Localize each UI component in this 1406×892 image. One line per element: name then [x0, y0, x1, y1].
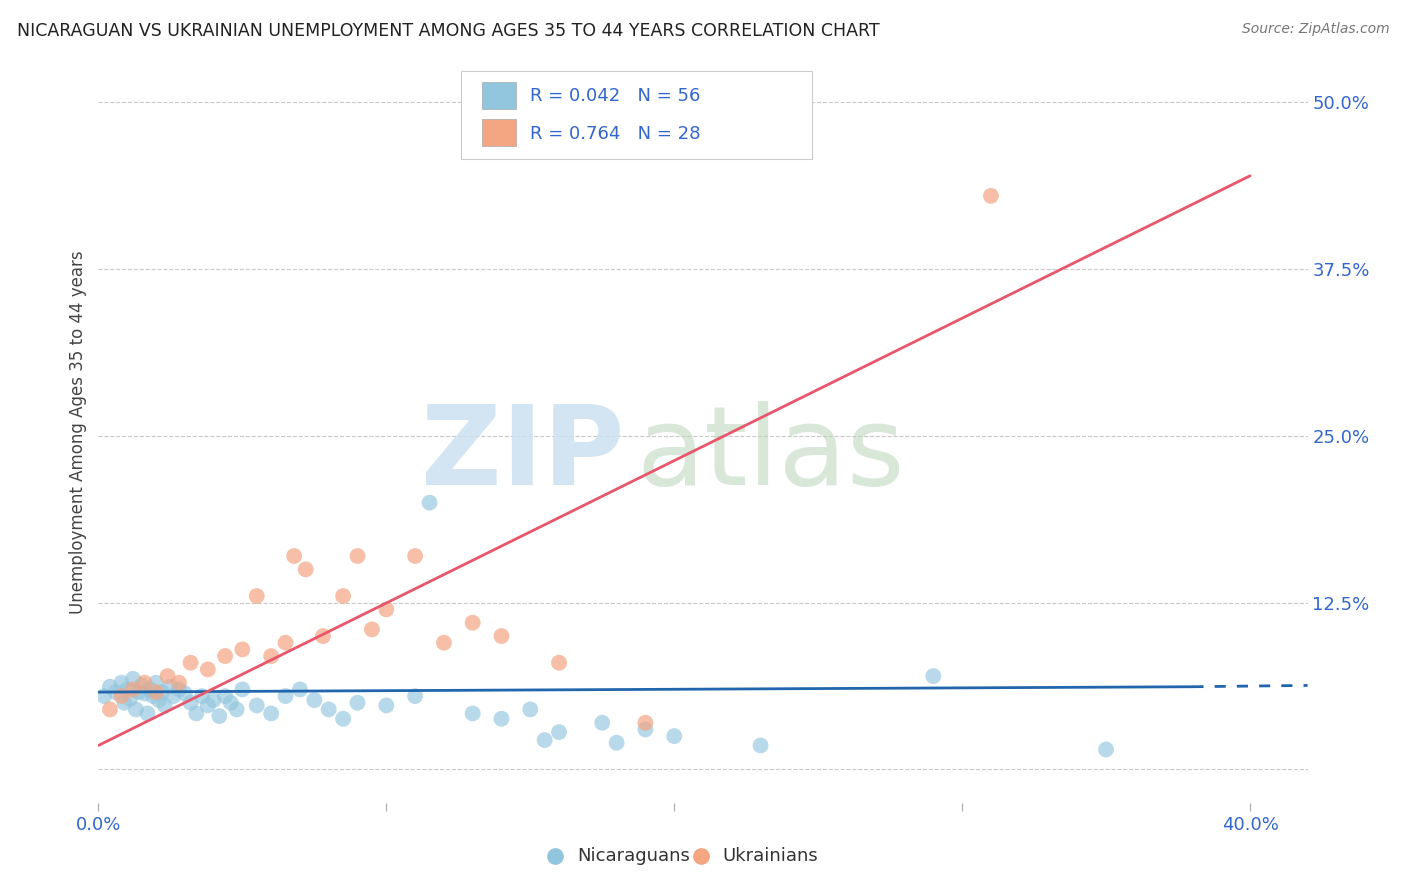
Point: [260, 706, 283, 721]
Point: [153, 698, 176, 713]
Point: [1095, 742, 1118, 756]
Point: [214, 689, 236, 703]
Text: R = 0.764   N = 28: R = 0.764 N = 28: [530, 125, 700, 144]
Point: [591, 715, 613, 730]
Point: [120, 691, 142, 706]
Point: [260, 648, 283, 663]
Point: [167, 675, 190, 690]
Point: [664, 729, 686, 743]
Point: [214, 648, 236, 663]
Point: [145, 675, 167, 690]
Point: [548, 656, 571, 670]
Point: [122, 672, 145, 686]
Point: [150, 685, 173, 699]
Point: [110, 675, 132, 690]
Point: [288, 682, 311, 697]
Text: ZIP: ZIP: [420, 401, 624, 508]
Point: [461, 706, 484, 721]
Point: [93, 689, 115, 703]
Point: [231, 642, 253, 657]
Point: [112, 696, 135, 710]
Point: [159, 680, 181, 694]
Point: [274, 689, 297, 703]
Point: [346, 696, 368, 710]
Point: [197, 698, 219, 713]
Point: [294, 562, 316, 576]
Point: [491, 629, 513, 643]
Point: [274, 636, 297, 650]
Point: [167, 682, 190, 697]
Point: [156, 669, 179, 683]
Point: [491, 712, 513, 726]
Point: [122, 682, 145, 697]
Point: [98, 680, 121, 694]
Point: [346, 549, 368, 563]
Point: [219, 696, 242, 710]
Point: [361, 623, 384, 637]
Point: [606, 736, 628, 750]
Point: [110, 689, 132, 703]
Point: [312, 629, 335, 643]
FancyBboxPatch shape: [482, 120, 516, 146]
Point: [142, 689, 165, 703]
Point: [980, 189, 1002, 203]
Point: [180, 696, 202, 710]
Text: R = 0.042   N = 56: R = 0.042 N = 56: [530, 87, 700, 104]
Point: [922, 669, 945, 683]
Point: [115, 682, 138, 697]
Point: [134, 686, 156, 700]
Point: [375, 698, 398, 713]
Point: [231, 682, 253, 697]
FancyBboxPatch shape: [461, 71, 811, 159]
Point: [283, 549, 305, 563]
Point: [461, 615, 484, 630]
Point: [136, 706, 159, 721]
Point: [433, 636, 456, 650]
Point: [208, 709, 231, 723]
Point: [304, 693, 326, 707]
Text: atlas: atlas: [637, 401, 905, 508]
Point: [134, 675, 156, 690]
Point: [634, 723, 657, 737]
Point: [125, 702, 148, 716]
Point: [104, 685, 127, 699]
Text: Source: ZipAtlas.com: Source: ZipAtlas.com: [1241, 22, 1389, 37]
Point: [533, 733, 555, 747]
Point: [332, 712, 354, 726]
Point: [202, 693, 225, 707]
Point: [162, 689, 184, 703]
Point: [404, 549, 426, 563]
Text: Ukrainians: Ukrainians: [723, 847, 818, 865]
Point: [173, 686, 195, 700]
FancyBboxPatch shape: [482, 82, 516, 109]
Point: [186, 706, 208, 721]
Point: [225, 702, 247, 716]
Text: NICARAGUAN VS UKRAINIAN UNEMPLOYMENT AMONG AGES 35 TO 44 YEARS CORRELATION CHART: NICARAGUAN VS UKRAINIAN UNEMPLOYMENT AMO…: [17, 22, 880, 40]
Point: [749, 739, 772, 753]
Point: [246, 589, 269, 603]
Y-axis label: Unemployment Among Ages 35 to 44 years: Unemployment Among Ages 35 to 44 years: [69, 251, 87, 615]
Point: [548, 725, 571, 739]
Text: Nicaraguans: Nicaraguans: [578, 847, 690, 865]
Point: [145, 685, 167, 699]
Point: [191, 689, 214, 703]
Point: [98, 702, 121, 716]
Point: [634, 715, 657, 730]
Point: [180, 656, 202, 670]
Point: [131, 678, 153, 692]
Point: [519, 702, 541, 716]
Point: [332, 589, 354, 603]
Point: [418, 496, 440, 510]
Point: [246, 698, 269, 713]
Point: [139, 682, 162, 697]
Point: [375, 602, 398, 616]
Point: [148, 693, 170, 707]
Point: [128, 685, 150, 699]
Point: [197, 662, 219, 676]
Point: [404, 689, 426, 703]
Point: [318, 702, 340, 716]
